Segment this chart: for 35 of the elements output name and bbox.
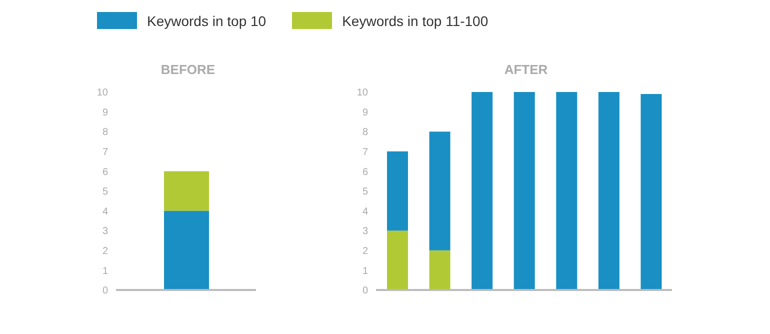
y-tick-label: 9 [362, 107, 368, 118]
y-tick-label: 7 [362, 146, 368, 158]
y-tick-label: 10 [356, 88, 368, 99]
legend-label: Keywords in top 11-100 [342, 12, 488, 28]
bar [429, 132, 450, 250]
bar [640, 94, 662, 290]
bar [387, 230, 408, 290]
bar [429, 250, 450, 290]
y-tick-label: 4 [102, 206, 108, 218]
y-tick-label: 0 [102, 286, 108, 297]
y-tick-label: 7 [102, 146, 108, 158]
y-tick-label: 4 [362, 206, 368, 218]
y-tick-label: 3 [102, 226, 108, 238]
y-tick-label: 6 [362, 166, 368, 178]
y-tick-label: 2 [102, 246, 108, 257]
y-tick-label: 2 [362, 246, 368, 257]
chart-title: AFTER [503, 62, 549, 79]
y-tick-label: 8 [102, 127, 108, 138]
y-tick-label: 3 [362, 226, 368, 238]
bar [598, 92, 620, 290]
bar [472, 92, 493, 290]
bar [514, 92, 535, 290]
y-tick-label: 10 [96, 88, 108, 99]
y-tick-label: 5 [362, 186, 368, 198]
y-tick-label: 6 [102, 166, 108, 178]
y-tick-label: 0 [362, 286, 368, 297]
y-tick-label: 1 [102, 266, 108, 277]
legend-label: Keywords in top 10 [147, 12, 266, 28]
y-tick-label: 5 [102, 186, 108, 198]
y-tick-label: 1 [362, 266, 368, 277]
chart-title: BEFORE [160, 62, 216, 79]
bar [556, 92, 578, 290]
y-tick-label: 9 [102, 107, 108, 118]
y-tick-label: 8 [362, 127, 368, 138]
bar [387, 151, 408, 231]
